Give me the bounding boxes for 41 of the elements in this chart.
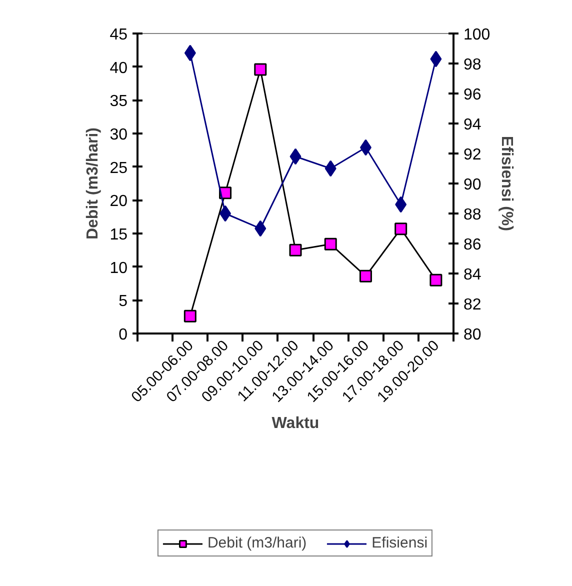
- y-tick-label: 45: [110, 26, 128, 44]
- point: [220, 205, 232, 222]
- y2-tick-label: 94: [464, 116, 482, 134]
- y2-tick-label: 82: [464, 296, 482, 314]
- point: [324, 160, 336, 177]
- legend-label: Efisiensi: [372, 534, 428, 552]
- y-tick-label: 30: [110, 126, 128, 144]
- y-axis-title: Debit (m3/hari): [84, 127, 102, 240]
- y-tick-label: 35: [110, 93, 128, 110]
- y2-tick-label: 100: [464, 26, 490, 44]
- point: [359, 270, 372, 282]
- point: [184, 310, 196, 322]
- y-tick-label: 40: [110, 60, 128, 77]
- y2-tick-label: 88: [464, 206, 482, 224]
- y-tick-label: 10: [110, 260, 128, 277]
- y-tick-label: 0: [118, 326, 128, 344]
- point: [254, 63, 267, 76]
- y2-tick-label: 90: [464, 176, 482, 194]
- y2-axis-title: Efisiensi (%): [498, 136, 516, 232]
- point: [360, 139, 372, 156]
- point: [430, 50, 442, 68]
- y-tick-label: 20: [110, 193, 128, 210]
- y2-tick-label: 84: [464, 266, 482, 284]
- point: [290, 148, 302, 165]
- point: [184, 44, 196, 62]
- y2-tick-label: 80: [464, 326, 482, 344]
- point: [254, 220, 266, 237]
- y-tick-label: 25: [110, 160, 128, 177]
- y-tick-label: 15: [110, 226, 128, 244]
- y2-tick-label: 92: [464, 146, 482, 164]
- y2-tick-label: 96: [464, 86, 482, 104]
- legend-label: Debit (m3/hari): [207, 534, 307, 552]
- point: [324, 238, 337, 250]
- y-tick-label: 5: [118, 293, 128, 310]
- x-axis-title: Waktu: [272, 414, 320, 432]
- point: [394, 222, 408, 236]
- y2-tick-label: 98: [464, 56, 482, 74]
- y2-tick-label: 86: [464, 236, 482, 254]
- point: [395, 196, 407, 213]
- point: [430, 274, 442, 286]
- point: [289, 244, 302, 256]
